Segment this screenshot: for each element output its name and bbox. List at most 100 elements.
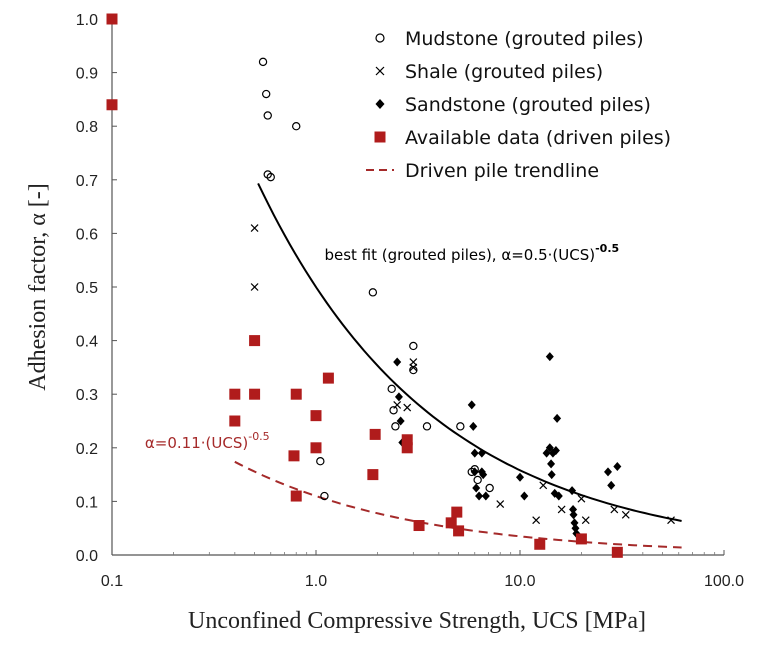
sandstone-point bbox=[551, 445, 560, 455]
mudstone-point bbox=[258, 57, 268, 67]
legend-sandstone-marker bbox=[375, 99, 385, 109]
driven-pile-point bbox=[290, 490, 302, 502]
shale-point bbox=[250, 224, 259, 232]
sandstone-point bbox=[545, 352, 554, 362]
shale-point bbox=[621, 510, 630, 519]
sandstone-point bbox=[520, 491, 529, 501]
legend-trendline-label: Driven pile trendline bbox=[405, 160, 599, 182]
annotation-grouted-exponent: -0.5 bbox=[595, 242, 619, 255]
shale-point bbox=[393, 400, 402, 409]
sandstone-point bbox=[475, 491, 484, 501]
annotations: best fit (grouted piles), α=0.5·(UCS)-0.… bbox=[145, 242, 619, 452]
driven-pile-point bbox=[249, 388, 261, 400]
x-tick-label: 0.1 bbox=[101, 573, 123, 590]
sandstone-point bbox=[469, 421, 478, 431]
shale-point-stroke bbox=[250, 224, 259, 232]
shale-point-stroke bbox=[539, 481, 548, 490]
mudstone-point bbox=[316, 457, 325, 466]
annotation-driven-exponent: -0.5 bbox=[248, 430, 269, 443]
shale-point bbox=[667, 516, 675, 525]
sandstone-point bbox=[481, 491, 490, 501]
shale-point-stroke bbox=[557, 505, 566, 514]
mudstone-point bbox=[389, 406, 398, 415]
shale-point bbox=[539, 481, 548, 490]
y-tick-label: 0.2 bbox=[76, 441, 98, 458]
mudstone-point bbox=[391, 422, 400, 431]
driven-pile-point bbox=[229, 388, 241, 400]
mudstone-point bbox=[409, 341, 418, 351]
y-tick-label: 0.3 bbox=[76, 387, 98, 404]
sandstone-point bbox=[607, 480, 616, 490]
sandstone-point bbox=[470, 467, 479, 477]
shale-point-stroke bbox=[393, 400, 402, 409]
annotation-grouted-text: best fit (grouted piles), α=0.5·(UCS) bbox=[324, 246, 595, 264]
x-axis-title: Unconfined Compressive Strength, UCS [MP… bbox=[188, 608, 646, 634]
legend-shale-marker bbox=[375, 66, 385, 76]
driven-pile-point bbox=[611, 546, 623, 558]
shale-point-stroke bbox=[532, 516, 541, 525]
driven-pile-point bbox=[534, 538, 546, 550]
x-tick-label: 10.0 bbox=[504, 573, 535, 590]
driven-pile-point bbox=[451, 506, 463, 518]
y-tick-label: 0.8 bbox=[76, 119, 98, 136]
sandstone-point bbox=[396, 416, 405, 426]
mudstone-point bbox=[422, 422, 432, 431]
y-tick-label: 0.5 bbox=[76, 280, 98, 297]
shale-point bbox=[557, 505, 566, 514]
driven-pile-point bbox=[445, 517, 457, 529]
y-tick-label: 0.9 bbox=[76, 66, 98, 83]
driven-pile-point bbox=[413, 520, 425, 532]
shale-point bbox=[409, 363, 418, 372]
driven-pile-point bbox=[249, 335, 261, 347]
sandstone-point bbox=[569, 510, 578, 520]
shale-point-stroke bbox=[610, 505, 619, 514]
y-tick-label: 0.4 bbox=[76, 334, 98, 351]
driven-pile-point bbox=[106, 99, 118, 111]
y-tick-label: 0.1 bbox=[76, 494, 98, 511]
shale-point-stroke bbox=[496, 500, 505, 509]
driven-pile-point bbox=[322, 372, 334, 384]
shale-point bbox=[581, 516, 590, 525]
y-tick-label: 1.0 bbox=[76, 12, 98, 29]
driven-pile-point bbox=[229, 415, 241, 427]
driven-pile-point bbox=[288, 450, 300, 462]
y-tick-label: 0.6 bbox=[76, 226, 98, 243]
y-tick-label: 0.0 bbox=[76, 548, 98, 565]
sandstone-point bbox=[553, 413, 562, 423]
shale-point bbox=[250, 283, 259, 291]
grouted-best-fit-line bbox=[257, 182, 682, 522]
sandstone-point bbox=[472, 483, 481, 493]
legend-sandstone-label: Sandstone (grouted piles) bbox=[405, 94, 651, 116]
mudstone-point bbox=[485, 483, 494, 493]
shale-point-stroke bbox=[581, 516, 590, 525]
mudstone-point bbox=[368, 288, 378, 297]
driven-pile-point bbox=[401, 442, 413, 454]
driven-pile-point bbox=[401, 434, 413, 446]
legend-mudstone-marker bbox=[375, 33, 385, 43]
driven-pile-point bbox=[310, 410, 322, 422]
sandstone-point bbox=[547, 459, 556, 469]
driven-pile-trendline bbox=[234, 460, 682, 549]
driven-pile-point bbox=[369, 428, 381, 440]
sandstone-point bbox=[516, 472, 524, 482]
x-tick-label: 100.0 bbox=[704, 573, 744, 590]
shale-point bbox=[403, 403, 412, 412]
mudstone-point bbox=[292, 121, 301, 131]
driven-pile-point bbox=[575, 533, 587, 545]
sandstone-point bbox=[467, 400, 476, 410]
data-points bbox=[106, 13, 675, 558]
sandstone-point bbox=[470, 448, 479, 458]
mudstone-point bbox=[456, 422, 465, 431]
y-axis-title: Adhesion factor, α [-] bbox=[25, 183, 51, 391]
sandstone-point bbox=[393, 357, 402, 367]
sandstone-point bbox=[394, 392, 403, 402]
mudstone-point bbox=[320, 491, 329, 501]
legend-mudstone-label: Mudstone (grouted piles) bbox=[405, 28, 644, 50]
shale-point-stroke bbox=[403, 403, 412, 412]
driven-pile-point bbox=[453, 525, 465, 537]
mudstone-point bbox=[266, 172, 275, 182]
annotation-driven-text: α=0.11·(UCS) bbox=[145, 434, 248, 452]
shale-point-stroke bbox=[409, 363, 418, 372]
sandstone-point bbox=[554, 491, 563, 501]
annotation-grouted-fit: best fit (grouted piles), α=0.5·(UCS)-0.… bbox=[324, 242, 619, 264]
